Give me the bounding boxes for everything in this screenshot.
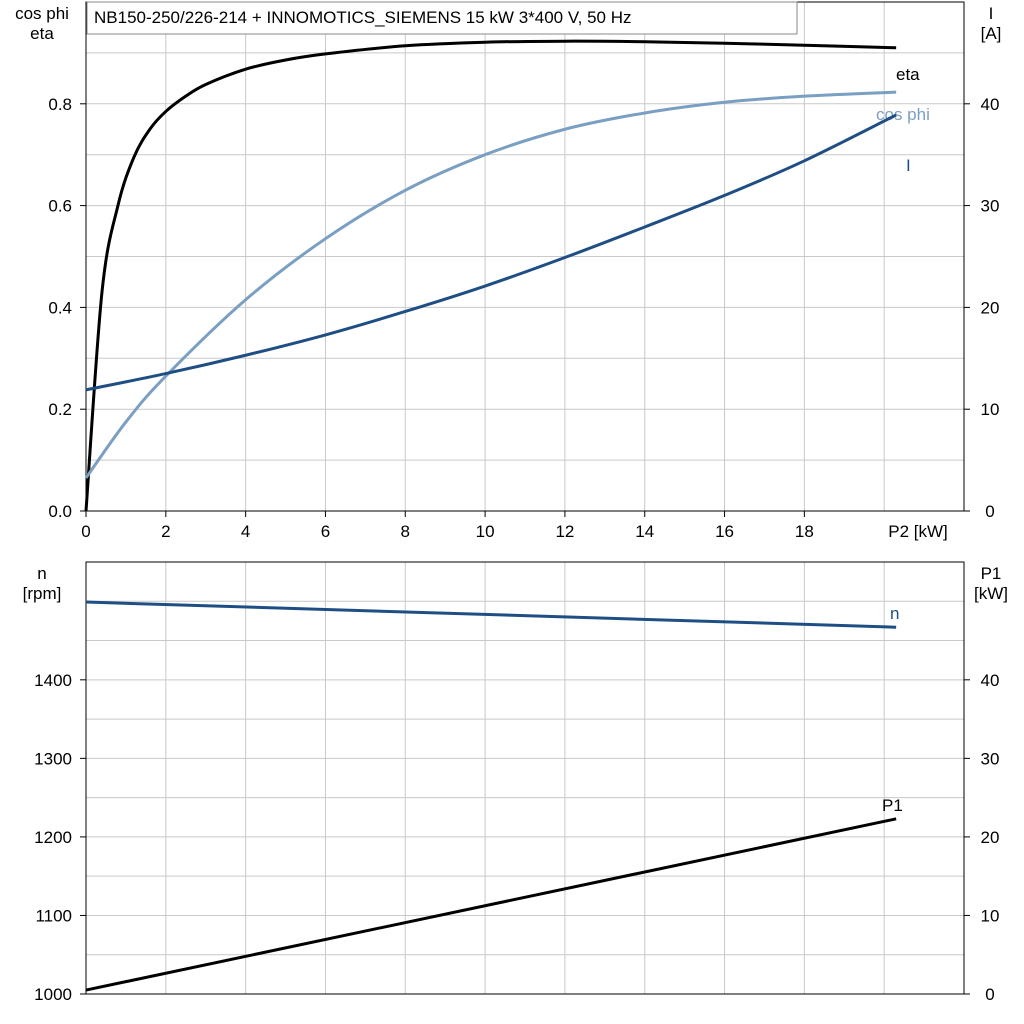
panel0-left-tick-label: 0.2	[48, 400, 72, 419]
panel1-right-tick-label: 20	[981, 828, 1000, 847]
panel1-left-tick-label: 1300	[34, 749, 72, 768]
panel0-right-tick-label: 40	[981, 95, 1000, 114]
series-eta-label: eta	[896, 65, 920, 84]
series-eta-line	[84, 39, 897, 512]
series-p1-label: P1	[882, 796, 903, 815]
panel0-x-tick-label: 2	[161, 522, 170, 541]
series-i-line	[85, 113, 897, 392]
panel0-left-tick-label: 0.4	[48, 298, 72, 317]
panel0-x-tick-label: 0	[81, 522, 90, 541]
panel1-left-tick-label: 1400	[34, 671, 72, 690]
panel1-right-tick-label: 10	[981, 906, 1000, 925]
title-box	[86, 1, 798, 35]
panel0-left-tick-label: 0.6	[48, 197, 72, 216]
panel1-left-axis-title: n	[37, 564, 46, 583]
series-n-line	[85, 600, 897, 629]
chart-title: NB150-250/226-214 + INNOMOTICS_SIEMENS 1…	[94, 8, 631, 27]
panel1-right-tick-label: 0	[985, 985, 994, 1004]
panel1-frame	[85, 561, 965, 995]
panel0-right-tick-label: 10	[981, 400, 1000, 419]
x-axis-title: P2 [kW]	[888, 522, 948, 541]
panel0-x-tick-label: 10	[476, 522, 495, 541]
series-i-label: I	[906, 156, 911, 175]
panel1-left-tick-label: 1000	[34, 985, 72, 1004]
panel0-left-axis-title: cos phi	[15, 4, 69, 23]
panel1-left-tick-label: 1100	[35, 906, 72, 925]
panel0-x-tick-label: 4	[241, 522, 250, 541]
panel1-left-axis-title: [rpm]	[23, 584, 62, 603]
series-n-label: n	[890, 604, 899, 623]
panel0-x-tick-label: 6	[321, 522, 330, 541]
panel0-left-axis-title: eta	[30, 24, 54, 43]
panel0-right-axis-title: [A]	[981, 24, 1002, 43]
panel0-x-tick-label: 14	[635, 522, 654, 541]
panel0-right-tick-label: 0	[985, 502, 994, 521]
panel1-right-tick-label: 30	[981, 749, 1000, 768]
panel1-right-axis-title: P1	[981, 564, 1002, 583]
panel0-x-tick-label: 8	[401, 522, 410, 541]
panel0-left-tick-label: 0.8	[48, 95, 72, 114]
panel0-right-tick-label: 30	[981, 197, 1000, 216]
panel0-right-tick-label: 20	[981, 298, 1000, 317]
panel0-right-axis-title: I	[989, 4, 994, 23]
panel0-x-tick-label: 12	[555, 522, 574, 541]
panel1-left-tick-label: 1200	[34, 828, 72, 847]
panel1-right-axis-title: [kW]	[974, 584, 1008, 603]
series-p1-line	[85, 817, 897, 992]
panel0-x-tick-label: 18	[795, 522, 814, 541]
panel0-x-tick-label: 16	[715, 522, 734, 541]
series-cos-phi-line	[84, 90, 897, 479]
panel1-right-tick-label: 40	[981, 671, 1000, 690]
panel0-left-tick-label: 0.0	[48, 502, 72, 521]
